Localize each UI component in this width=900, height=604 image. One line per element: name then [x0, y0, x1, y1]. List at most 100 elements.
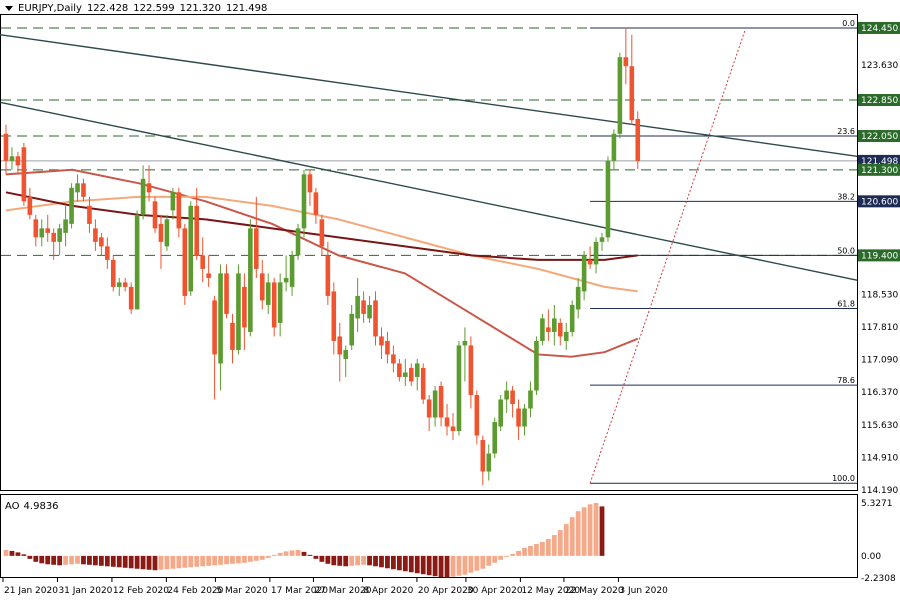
candle-body — [355, 295, 360, 319]
ao-bar — [176, 555, 182, 569]
candle — [81, 178, 86, 202]
candle — [146, 165, 152, 202]
candle — [200, 237, 205, 283]
time-tick-label: 3 Jun 2020 — [619, 586, 668, 596]
ao-bar — [349, 555, 355, 566]
candle-body — [236, 273, 241, 350]
candle — [546, 309, 551, 341]
candle — [87, 196, 92, 233]
candle-body — [331, 291, 337, 341]
fib-level-label: 23.6 — [837, 127, 855, 136]
candle-body — [259, 273, 265, 301]
ao-bar — [265, 555, 271, 558]
candle-body — [438, 385, 444, 418]
candle — [307, 169, 313, 206]
candle — [617, 52, 623, 139]
ao-bar — [57, 555, 63, 566]
candle-body — [635, 119, 641, 161]
candle-body — [3, 133, 9, 161]
candle — [301, 169, 307, 238]
candle-body — [283, 277, 289, 283]
price-axis: 123.630 118.530 117.810 117.090 116.370 115.6… — [858, 21, 900, 496]
candle-body — [611, 133, 617, 161]
candle — [265, 273, 271, 314]
trendlines — [0, 30, 858, 484]
candle-body — [450, 426, 456, 432]
price-label-box — [858, 130, 900, 143]
collapse-triangle-icon[interactable] — [5, 6, 13, 11]
ao-bar — [158, 555, 164, 570]
candle-body — [313, 192, 319, 215]
candle — [319, 214, 325, 256]
ao-bar — [486, 555, 492, 566]
ao-bar — [301, 551, 307, 556]
ao-bar — [247, 555, 253, 562]
candle — [122, 277, 128, 292]
candle-body — [367, 304, 372, 319]
ao-bar — [492, 555, 498, 563]
candle — [361, 291, 366, 323]
time-tick-label: 30 Apr 2020 — [467, 586, 523, 596]
ao-bar — [456, 555, 462, 576]
candle-body — [176, 192, 182, 229]
open-value: 122.428 — [86, 3, 129, 14]
candle — [313, 187, 319, 224]
time-tick-label: 20 Apr 2020 — [418, 586, 474, 596]
price-tick-label: 117.810 — [861, 323, 898, 333]
price-tick-label: 115.630 — [861, 421, 898, 431]
candle-body — [444, 417, 450, 427]
candle — [593, 237, 599, 274]
candle-body — [552, 318, 557, 332]
fib-level-label: 100.0 — [832, 474, 855, 483]
candle — [397, 358, 402, 382]
candle — [188, 201, 194, 296]
price-tick-label: 114.190 — [861, 486, 898, 496]
price-label-text: 124.450 — [861, 24, 898, 34]
candle-body — [277, 282, 283, 323]
ao-bar — [81, 555, 86, 565]
candle-body — [397, 363, 402, 377]
candle — [33, 214, 39, 247]
ao-bar — [289, 550, 295, 556]
ao-bar — [337, 555, 343, 566]
candle — [349, 304, 354, 350]
ao-bar — [373, 555, 378, 567]
ao-bar — [116, 555, 122, 568]
ao-bar — [69, 555, 74, 565]
ao-bar — [140, 555, 146, 570]
candle-body — [414, 363, 420, 377]
candle — [140, 165, 146, 220]
candle-body — [617, 57, 623, 134]
ao-bar — [391, 555, 396, 570]
ao-tick-label: 0.00 — [861, 552, 881, 562]
ao-bar — [444, 555, 450, 578]
ao-bar — [551, 535, 557, 556]
ao-bar — [87, 555, 92, 565]
candle-body — [87, 205, 92, 224]
candle-body — [593, 241, 599, 265]
candle — [224, 264, 229, 319]
candle — [164, 214, 170, 251]
candle — [51, 228, 56, 260]
price-tick-label: 116.370 — [861, 388, 898, 398]
ao-bar — [295, 549, 301, 556]
price-label-text: 122.850 — [861, 96, 898, 106]
moving-average-line — [5, 191, 638, 261]
candle — [355, 277, 360, 332]
candle-body — [21, 147, 27, 202]
ao-bar — [283, 551, 289, 556]
ao-bar — [27, 555, 33, 559]
candle-body — [75, 183, 80, 193]
ao-bar — [396, 555, 402, 571]
candle — [605, 156, 611, 242]
candle — [331, 282, 337, 355]
candle-body — [575, 286, 581, 310]
candle-body — [164, 219, 170, 247]
candle-body — [33, 219, 39, 238]
ao-bar — [355, 555, 361, 566]
candle-body — [69, 187, 74, 224]
ao-tick-label: -2.2308 — [861, 574, 896, 584]
candle-body — [116, 282, 122, 287]
candle — [552, 304, 557, 346]
